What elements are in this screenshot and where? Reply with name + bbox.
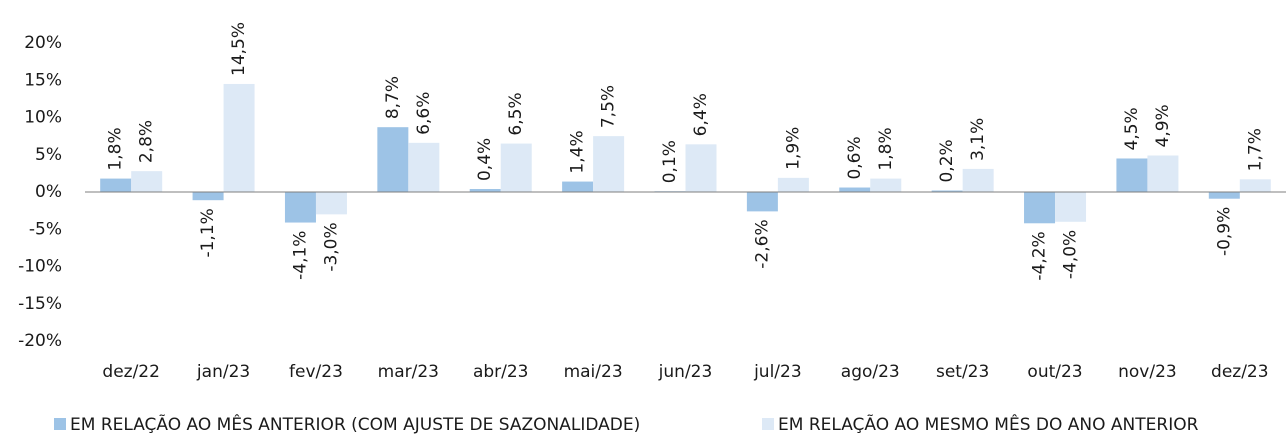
legend-swatch — [762, 418, 774, 430]
value-label: 8,7% — [383, 76, 403, 119]
bar — [1208, 192, 1240, 199]
y-tick-label: 20% — [24, 33, 62, 53]
value-label: 7,5% — [599, 85, 619, 128]
x-tick-label: jul/23 — [753, 362, 802, 382]
x-tick-label: out/23 — [1027, 362, 1082, 382]
bar — [593, 136, 625, 192]
value-label: 1,9% — [783, 127, 803, 170]
value-label: 1,4% — [568, 130, 588, 173]
value-label: 1,8% — [106, 127, 126, 170]
x-tick-label: dez/23 — [1211, 362, 1269, 382]
x-tick-label: set/23 — [936, 362, 989, 382]
bar — [839, 187, 871, 192]
value-label: 4,9% — [1153, 104, 1173, 147]
bar — [500, 143, 532, 192]
value-label: 0,4% — [475, 138, 495, 181]
x-tick-label: abr/23 — [473, 362, 529, 382]
value-label: 3,1% — [968, 118, 988, 161]
value-label: 14,5% — [229, 22, 249, 76]
y-tick-label: 5% — [35, 145, 62, 165]
x-tick-label: fev/23 — [289, 362, 343, 382]
legend-swatch — [54, 418, 66, 430]
bar — [469, 189, 501, 192]
bar — [284, 192, 316, 223]
y-tick-label: -5% — [29, 219, 62, 239]
x-tick-label: mar/23 — [378, 362, 439, 382]
value-label: 1,7% — [1245, 128, 1265, 171]
value-label: -4,0% — [1061, 230, 1081, 279]
value-label: 6,6% — [414, 92, 434, 135]
y-tick-label: 0% — [35, 182, 62, 202]
bar — [1055, 192, 1087, 222]
bar — [1239, 179, 1271, 192]
bar — [100, 178, 132, 192]
bar — [777, 177, 809, 192]
bar — [685, 144, 717, 192]
y-tick-label: -10% — [18, 257, 62, 277]
legend-label: EM RELAÇÃO AO MESMO MÊS DO ANO ANTERIOR — [778, 413, 1199, 434]
legend-label: EM RELAÇÃO AO MÊS ANTERIOR (COM AJUSTE D… — [70, 413, 640, 434]
value-label: 0,1% — [660, 140, 680, 183]
bar — [562, 181, 594, 192]
x-tick-label: jan/23 — [196, 362, 250, 382]
value-label: -4,1% — [290, 231, 310, 280]
x-tick-label: dez/22 — [102, 362, 160, 382]
value-label: -1,1% — [198, 208, 218, 257]
x-tick-label: nov/23 — [1118, 362, 1177, 382]
bar — [377, 127, 409, 192]
y-tick-label: -15% — [18, 294, 62, 314]
bar — [746, 192, 778, 212]
value-label: 0,6% — [845, 136, 865, 179]
bar — [962, 168, 994, 192]
value-label: 4,5% — [1122, 107, 1142, 150]
bar — [1147, 155, 1179, 192]
value-label: 6,5% — [506, 92, 526, 135]
value-label: -3,0% — [321, 222, 341, 271]
bar — [315, 192, 347, 215]
value-label: 0,2% — [937, 139, 957, 182]
value-label: 1,8% — [876, 127, 896, 170]
y-tick-label: -20% — [18, 331, 62, 351]
value-label: -2,6% — [752, 219, 772, 268]
bar — [1024, 192, 1056, 224]
bar — [131, 171, 163, 192]
x-tick-label: jun/23 — [658, 362, 713, 382]
y-tick-label: 15% — [24, 70, 62, 90]
bar — [931, 190, 963, 192]
value-label: -4,2% — [1030, 231, 1050, 280]
bar — [1116, 158, 1148, 192]
bar — [870, 178, 902, 192]
bar — [223, 83, 255, 192]
bar — [192, 192, 224, 201]
y-tick-label: 10% — [24, 108, 62, 128]
value-label: -0,9% — [1214, 207, 1234, 256]
x-tick-label: ago/23 — [841, 362, 900, 382]
bar — [408, 142, 440, 192]
value-label: 2,8% — [137, 120, 157, 163]
x-tick-label: mai/23 — [564, 362, 623, 382]
value-label: 6,4% — [691, 93, 711, 136]
